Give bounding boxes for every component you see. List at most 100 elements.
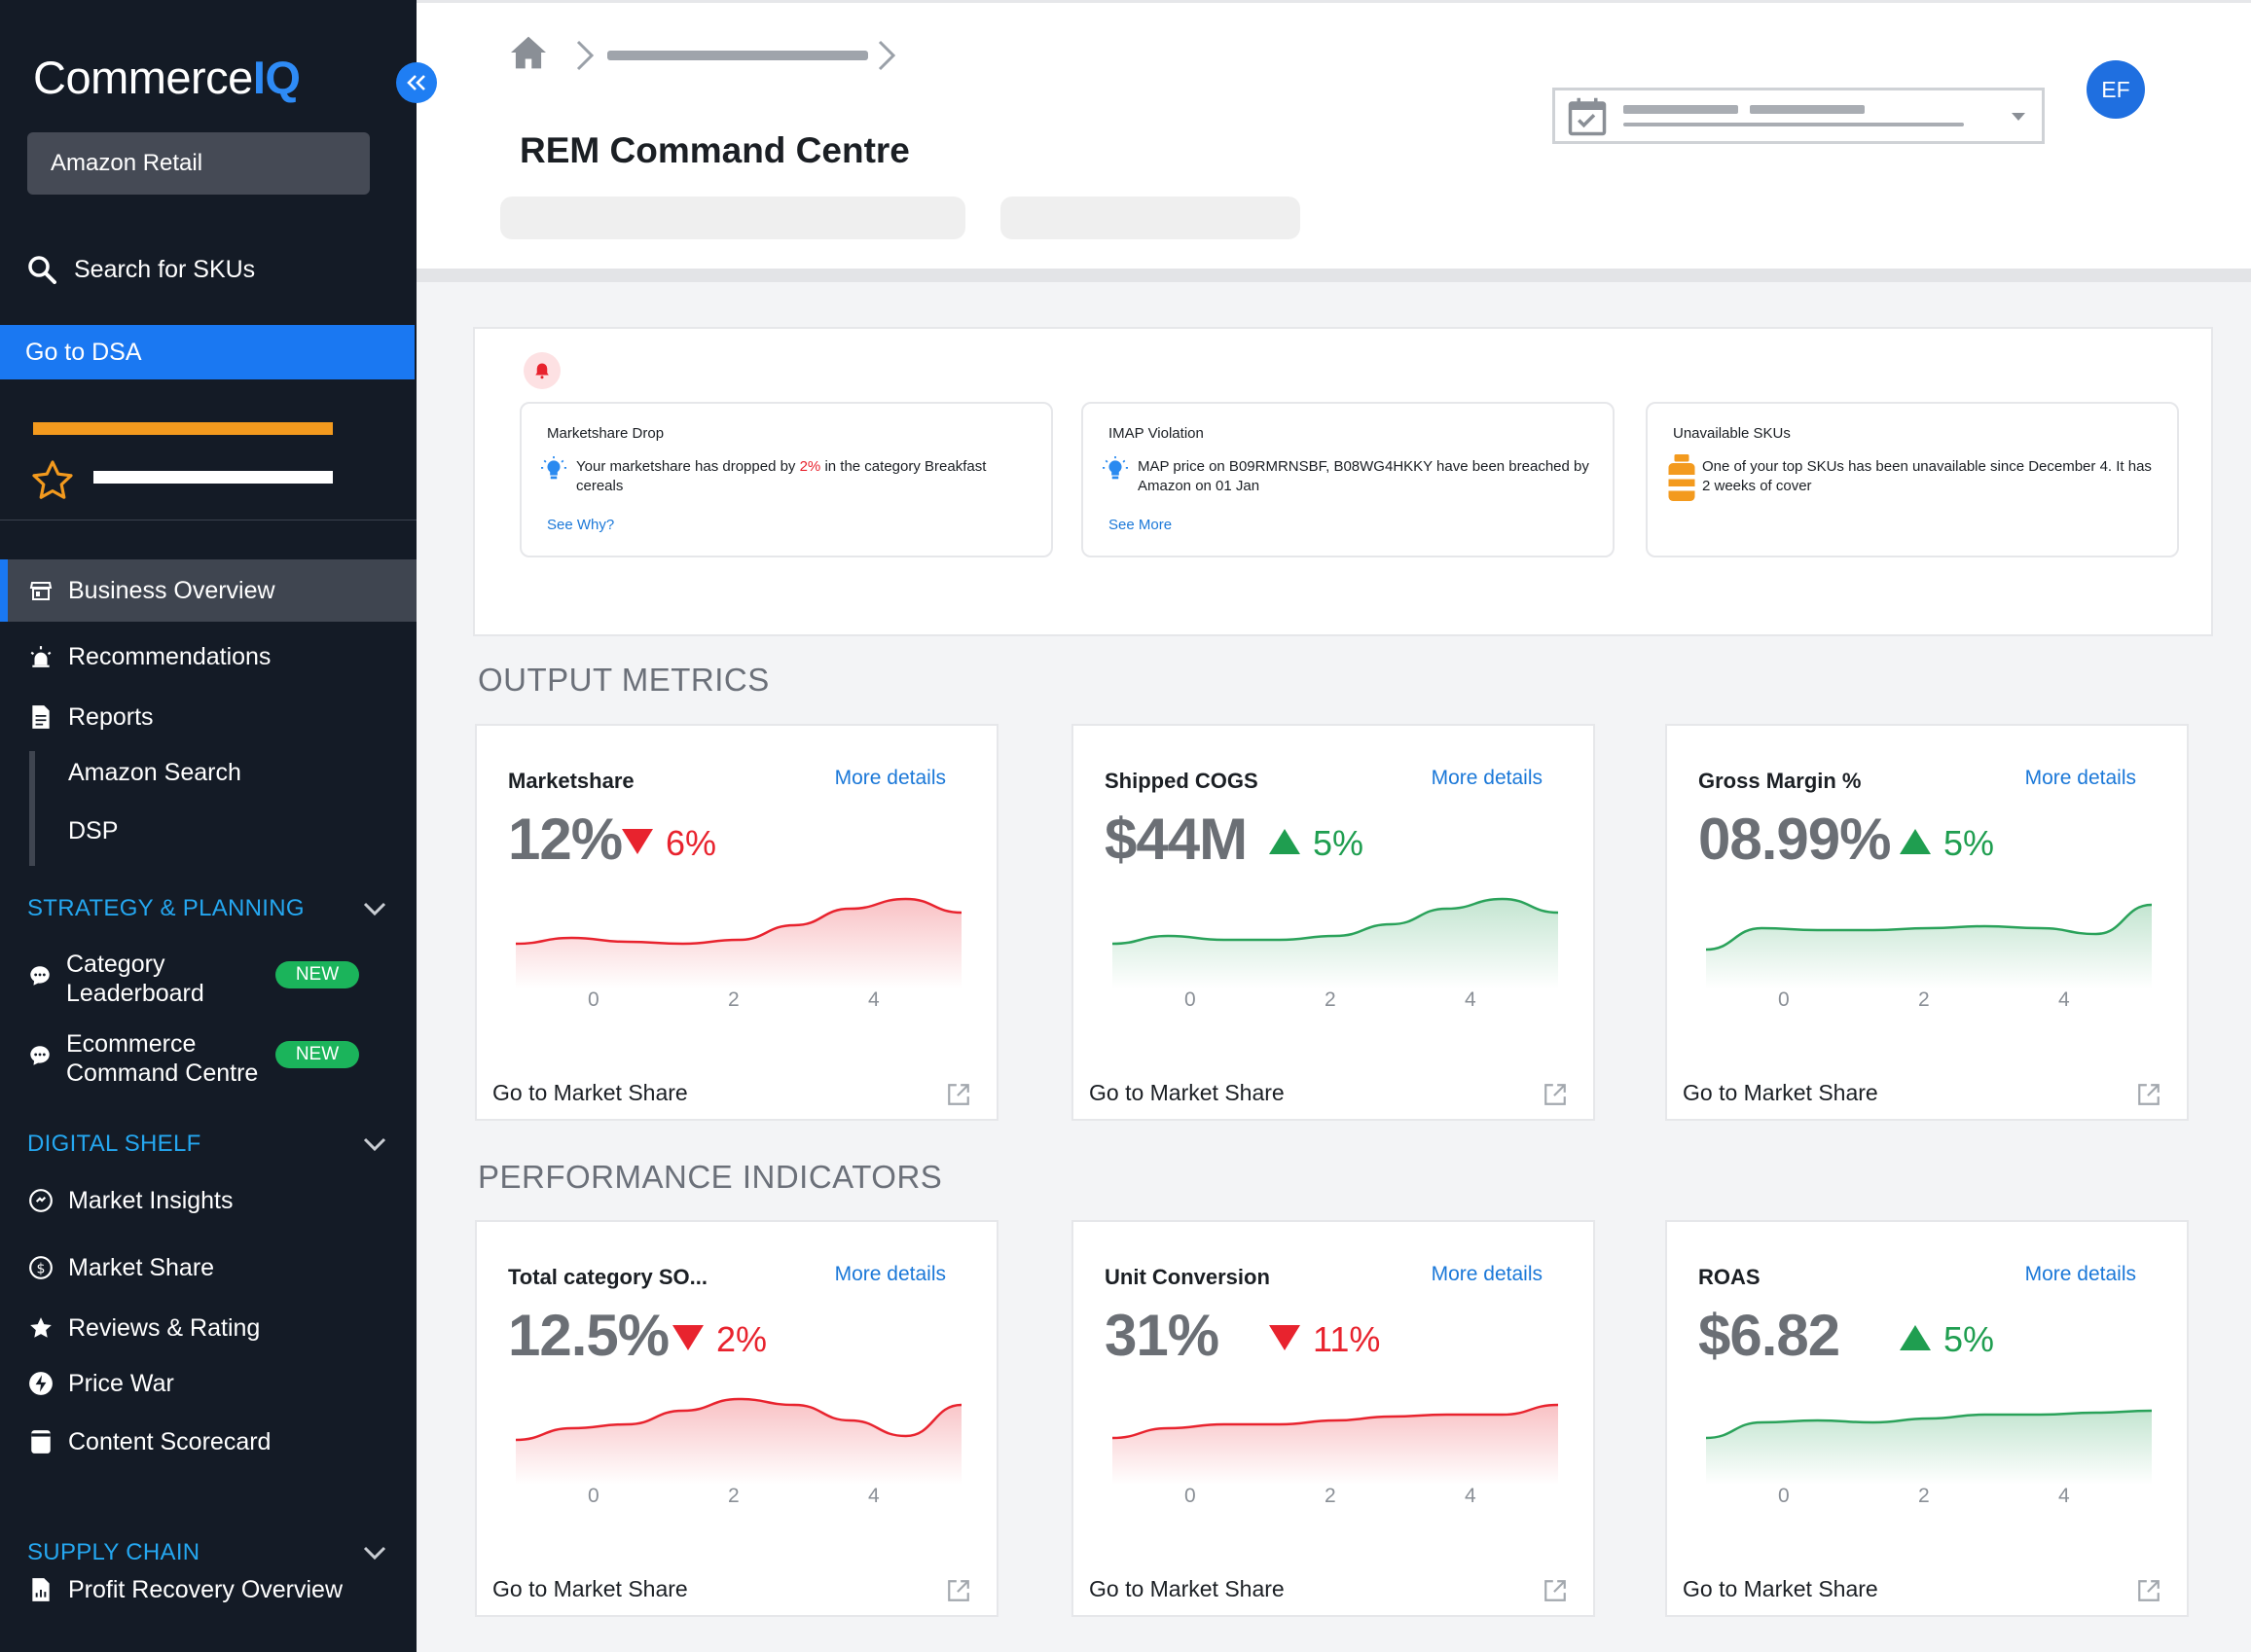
metric-delta: 5% (1899, 823, 1994, 864)
alarm-light-icon (27, 643, 54, 670)
sidebar-item-profit-recovery-overview[interactable]: Profit Recovery Overview (27, 1570, 343, 1609)
more-details-link[interactable]: More details (2024, 1263, 2136, 1285)
sidebar-item-price-war[interactable]: Price War (27, 1364, 174, 1403)
more-details-link[interactable]: More details (2024, 767, 2136, 789)
more-details-link[interactable]: More details (1431, 1263, 1543, 1285)
metric-value: 31% (1105, 1303, 1219, 1368)
go-to-market-share-link[interactable]: Go to Market Share (1089, 1080, 1285, 1105)
triangle-down-icon (1268, 1319, 1301, 1360)
metric-card[interactable]: Marketshare More details 12% 6% 0 2 4 Go to Mar… (475, 724, 998, 1121)
sidebar-item-reports[interactable]: Reports (27, 698, 154, 736)
sidebar-item-business-overview[interactable]: Business Overview (27, 571, 275, 610)
triangle-down-icon (672, 1319, 705, 1360)
search-icon (28, 256, 56, 284)
sidebar-item-content-scorecard[interactable]: Content Scorecard (27, 1422, 271, 1461)
collapse-sidebar-button[interactable] (396, 62, 437, 103)
double-chevron-left-icon (407, 75, 425, 90)
triangle-up-icon (1899, 1319, 1932, 1360)
bell-icon (524, 352, 561, 389)
x-tick-label: 0 (1778, 988, 1790, 1011)
section-strategy-planning[interactable]: STRATEGY & PLANNING (27, 895, 387, 922)
chevron-down-icon (363, 1546, 386, 1561)
go-to-market-share-link[interactable]: Go to Market Share (492, 1080, 688, 1105)
section-supply-chain[interactable]: SUPPLY CHAIN (27, 1539, 387, 1566)
alert-card-unavailable-skus[interactable]: Unavailable SKUs One of your top SKUs ha… (1646, 402, 2179, 557)
metric-card[interactable]: Unit Conversion More details 31% 11% 0 2 4 Go t… (1071, 1220, 1595, 1617)
lightbulb-icon (1103, 456, 1128, 480)
x-tick-label: 4 (1465, 1485, 1476, 1507)
external-link-icon[interactable] (2136, 1578, 2161, 1603)
search-skus[interactable]: Search for SKUs (27, 248, 255, 291)
sidebar-item-ecommerce-command-centre[interactable]: Ecommerce Command Centre (27, 1029, 258, 1088)
commerceiq-logo[interactable]: CommerceIQ (33, 51, 301, 104)
filter-placeholder[interactable] (1000, 197, 1300, 239)
more-details-link[interactable]: More details (1431, 767, 1543, 789)
sidebar-item-category-leaderboard[interactable]: Category Leaderboard (27, 950, 204, 1008)
alert-card-marketshare-drop[interactable]: Marketshare Drop Your marketshare has dr… (520, 402, 1053, 557)
more-details-link[interactable]: More details (834, 767, 946, 789)
x-tick-label: 4 (2058, 988, 2070, 1011)
sparkline-line (516, 1397, 962, 1442)
chevron-down-icon (363, 1137, 386, 1152)
external-link-icon[interactable] (1543, 1578, 1568, 1603)
svg-text:$: $ (37, 1261, 46, 1276)
metric-card[interactable]: Gross Margin % More details 08.99% 5% 0 2 4 Go … (1665, 724, 2189, 1121)
caret-down-icon (2012, 113, 2025, 121)
home-icon[interactable] (509, 35, 548, 70)
external-link-icon[interactable] (946, 1578, 971, 1603)
sparkline-area (516, 1399, 962, 1485)
go-to-dsa-button[interactable]: Go to DSA (0, 325, 415, 379)
breadcrumb-placeholder[interactable] (607, 51, 868, 60)
star-outline-icon[interactable] (29, 457, 76, 504)
avatar[interactable]: EF (2087, 60, 2145, 119)
see-why-link[interactable]: See Why? (547, 517, 615, 533)
more-details-link[interactable]: More details (834, 1263, 946, 1285)
sidebar-item-amazon-search[interactable]: Amazon Search (68, 759, 241, 786)
sidebar-item-label: Reviews & Rating (68, 1313, 261, 1342)
metric-delta: 2% (672, 1319, 767, 1360)
dollar-circle-icon: $ (27, 1254, 54, 1281)
metric-card[interactable]: Shipped COGS More details $44M 5% 0 2 4 Go to M… (1071, 724, 1595, 1121)
sidebar-item-market-insights[interactable]: Market Insights (27, 1181, 234, 1220)
metric-title: Unit Conversion (1105, 1265, 1270, 1289)
x-tick-label: 2 (1325, 1485, 1336, 1507)
account-selector-button[interactable]: Amazon Retail (27, 132, 370, 195)
sidebar-item-market-share[interactable]: $ Market Share (27, 1248, 214, 1287)
sidebar-item-label: Profit Recovery Overview (68, 1575, 344, 1603)
sparkline-line (1112, 1403, 1558, 1440)
section-digital-shelf[interactable]: DIGITAL SHELF (27, 1131, 387, 1158)
see-more-link[interactable]: See More (1108, 517, 1173, 533)
external-link-icon[interactable] (946, 1082, 971, 1107)
metric-delta: 11% (1268, 1319, 1380, 1360)
filter-placeholder[interactable] (500, 197, 965, 239)
insights-circle-icon (27, 1187, 54, 1214)
x-tick-label: 4 (2058, 1485, 2070, 1507)
alert-card-imap-violation[interactable]: IMAP Violation MAP price on B09RMRNSBF, … (1081, 402, 1615, 557)
metric-card[interactable]: Total category SO... More details 12.5% 2% 0… (475, 1220, 998, 1617)
product-bottle-icon (1668, 454, 1695, 501)
x-tick-label: 4 (868, 1485, 880, 1507)
sidebar-item-label: Market Share (68, 1253, 215, 1281)
go-to-market-share-link[interactable]: Go to Market Share (1683, 1080, 1878, 1105)
go-to-market-share-link[interactable]: Go to Market Share (1089, 1576, 1285, 1601)
sidebar-item-reviews-rating[interactable]: Reviews & Rating (27, 1309, 260, 1347)
alert-message: MAP price on B09RMRNSBF, B08WG4HKKY have… (1138, 458, 1589, 494)
metric-title: Total category SO... (508, 1265, 708, 1289)
sparkline-area (516, 899, 962, 988)
sidebar-item-recommendations[interactable]: Recommendations (27, 637, 271, 676)
sparkline-area (1706, 905, 2152, 988)
section-heading: STRATEGY & PLANNING (27, 895, 305, 921)
external-link-icon[interactable] (2136, 1082, 2161, 1107)
go-to-market-share-link[interactable]: Go to Market Share (1683, 1576, 1878, 1601)
sidebar-item-dsp[interactable]: DSP (68, 817, 119, 844)
x-tick-label: 4 (1465, 988, 1476, 1011)
x-tick-label: 4 (868, 988, 880, 1011)
external-link-icon[interactable] (1543, 1082, 1568, 1107)
metric-title: ROAS (1698, 1265, 1761, 1289)
x-tick-label: 0 (1184, 1485, 1196, 1507)
trend-sparkline (1112, 897, 1558, 988)
metric-card[interactable]: ROAS More details $6.82 5% 0 2 4 Go to Market S… (1665, 1220, 2189, 1617)
logo-text: Commerce (33, 52, 253, 103)
date-range-picker[interactable] (1552, 88, 2045, 144)
go-to-market-share-link[interactable]: Go to Market Share (492, 1576, 688, 1601)
